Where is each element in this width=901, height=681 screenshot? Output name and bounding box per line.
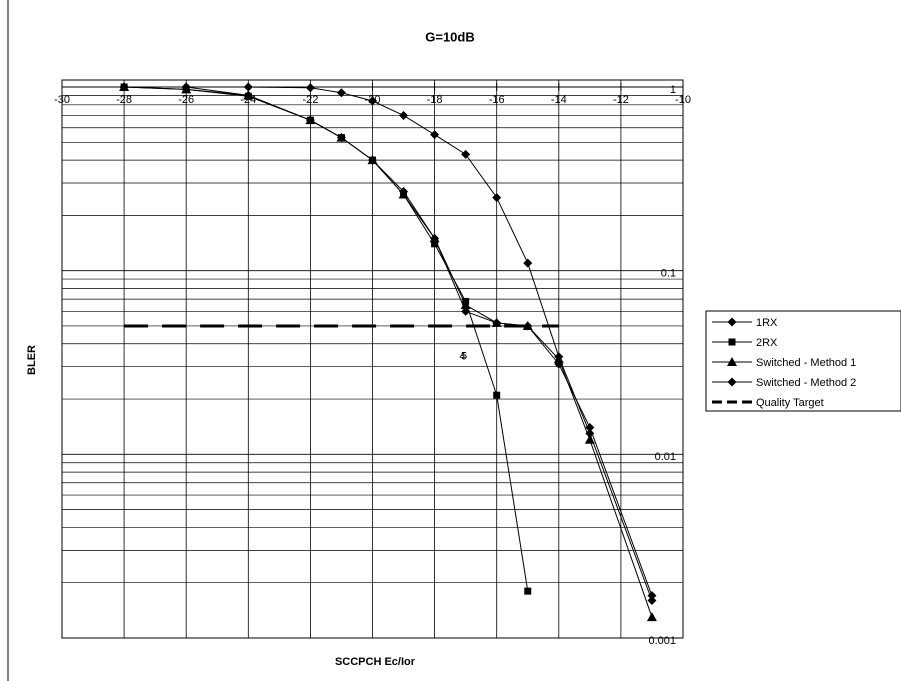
diamond-marker — [523, 258, 533, 268]
x-tick-label: -16 — [489, 94, 505, 106]
diamond-marker — [399, 110, 409, 120]
series-line — [124, 86, 653, 596]
diamond-marker — [243, 82, 253, 92]
diamond-marker — [492, 318, 502, 328]
diamond-marker — [492, 193, 502, 203]
legend-label: 1RX — [756, 317, 778, 329]
triangle-marker — [584, 434, 595, 444]
y-axis-title: BLER — [26, 345, 38, 375]
square-marker — [728, 338, 736, 346]
diamond-marker — [336, 88, 346, 98]
diamond-marker — [181, 82, 191, 92]
diamond-marker — [305, 83, 315, 93]
diamond-marker — [399, 186, 409, 196]
x-tick-label: -18 — [427, 94, 443, 106]
diamond-marker — [243, 90, 253, 100]
diamond-marker — [727, 317, 737, 327]
x-tick-label: -26 — [178, 94, 194, 106]
diamond-marker — [554, 359, 564, 369]
x-tick-label: -22 — [302, 94, 318, 106]
annotation: 4 — [459, 351, 465, 363]
diamond-marker — [585, 422, 595, 432]
legend-label: Quality Target — [756, 397, 824, 409]
diamond-marker — [461, 306, 471, 316]
diamond-marker — [430, 130, 440, 140]
diamond-marker — [585, 428, 595, 438]
y-tick-label: 0.01 — [655, 451, 676, 463]
annotation: 5 — [461, 351, 467, 363]
series-line — [124, 86, 529, 592]
diamond-marker — [727, 377, 737, 387]
y-tick-label: 1 — [670, 84, 676, 96]
y-tick-label: 0.001 — [648, 635, 676, 647]
x-tick-label: -30 — [54, 94, 70, 106]
x-tick-label: -14 — [551, 94, 567, 106]
y-tick-label: 0.1 — [661, 268, 676, 280]
chart-title: G=10dB — [425, 29, 475, 44]
diamond-marker — [461, 149, 471, 159]
diamond-marker — [430, 233, 440, 243]
diamond-marker — [305, 115, 315, 125]
series-line — [124, 86, 653, 618]
triangle-marker — [727, 357, 737, 366]
diamond-marker — [647, 596, 657, 606]
diamond-marker — [368, 155, 377, 165]
diamond-marker — [336, 133, 346, 143]
legend-box — [705, 310, 901, 412]
x-axis-title: SCCPCH Ec/Ior — [335, 656, 416, 668]
x-tick-label: -28 — [116, 94, 132, 106]
diamond-marker — [119, 82, 129, 92]
square-marker — [493, 391, 501, 399]
legend-label: Switched - Method 1 — [756, 357, 856, 369]
triangle-marker — [646, 612, 657, 622]
series-line — [124, 86, 653, 601]
square-marker — [524, 587, 532, 595]
legend-label: Switched - Method 2 — [756, 377, 856, 389]
diamond-marker — [647, 591, 657, 601]
square-marker — [431, 240, 439, 248]
legend-label: 2RX — [756, 337, 778, 349]
x-tick-label: -10 — [675, 94, 691, 106]
diamond-marker — [368, 96, 377, 106]
x-tick-label: -12 — [613, 94, 629, 106]
